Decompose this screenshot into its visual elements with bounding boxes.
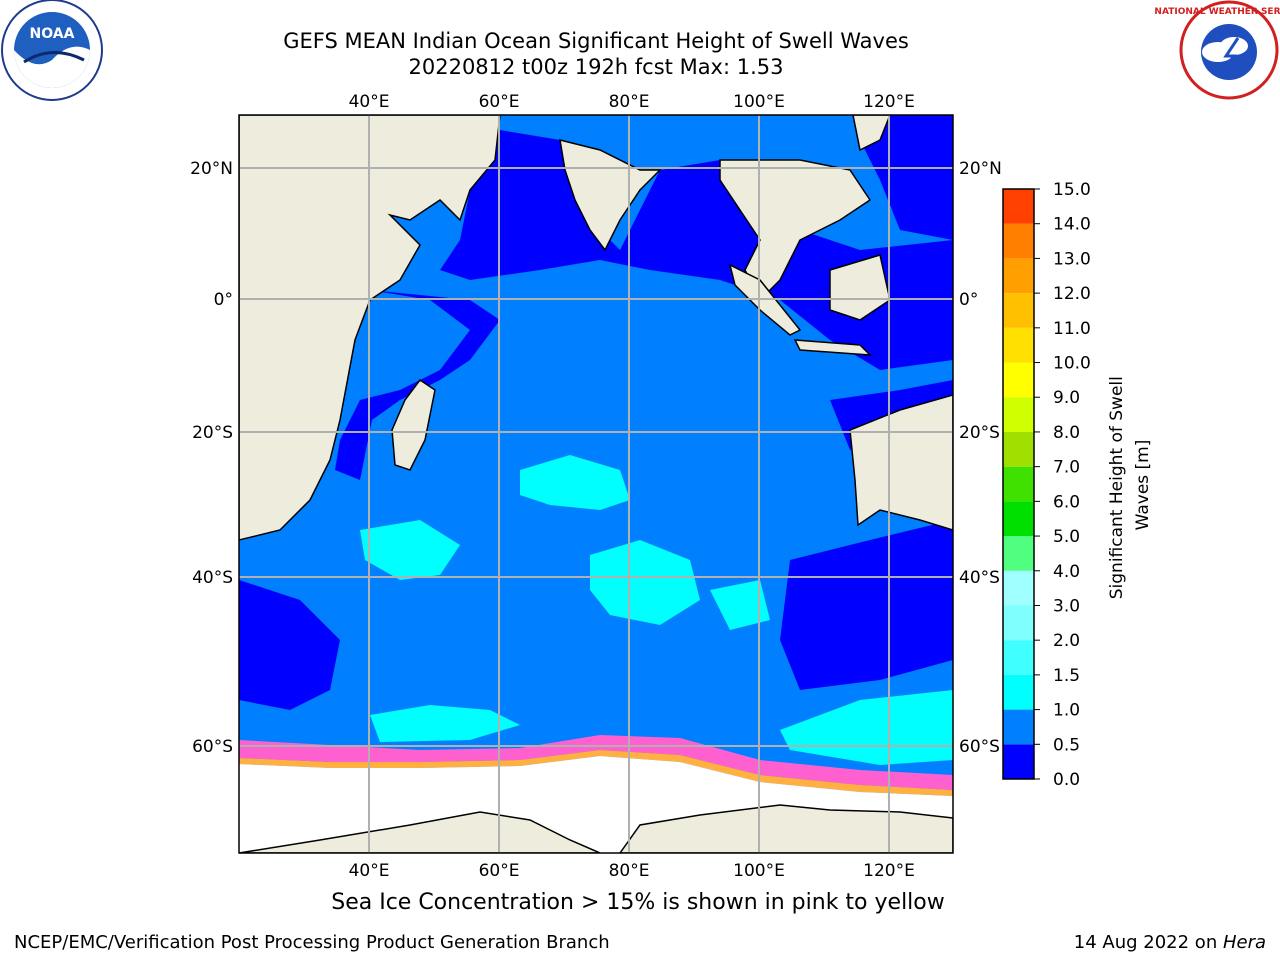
colorbar-segment <box>1003 466 1034 502</box>
lon-label: 60°E <box>479 92 520 112</box>
footer-host: Hera <box>1222 932 1266 953</box>
nws-logo-text: NATIONAL WEATHER SERVICE <box>1154 7 1280 17</box>
lat-label: 40°S <box>192 568 233 588</box>
lon-label: 100°E <box>733 92 785 112</box>
noaa-logo: NOAA <box>1 0 103 101</box>
sea-ice-caption: Sea Ice Concentration > 15% is shown in … <box>331 890 945 915</box>
lat-label: 0° <box>959 290 978 310</box>
lat-label: 20°S <box>192 423 233 443</box>
noaa-logo-text: NOAA <box>30 26 75 42</box>
colorbar-tick-label: 3.0 <box>1053 596 1080 616</box>
lat-label: 40°S <box>959 568 1000 588</box>
colorbar-segment <box>1003 570 1034 606</box>
map-frame <box>238 114 954 854</box>
footer-org: NCEP/EMC/Verification Post Processing Pr… <box>14 932 610 953</box>
lon-label: 80°E <box>609 92 650 112</box>
colorbar-tick-label: 1.0 <box>1053 701 1080 721</box>
colorbar-segment <box>1003 536 1034 571</box>
colorbar-tick-label: 2.0 <box>1053 631 1080 651</box>
lon-label: 40°E <box>349 861 390 881</box>
lat-labels-right: 20°N 0° 20°S 40°S 60°S <box>959 159 1002 757</box>
footer-date-text: 14 Aug 2022 on <box>1073 932 1223 953</box>
colorbar-segment <box>1003 744 1034 779</box>
colorbar-tick-label: 12.0 <box>1053 284 1091 304</box>
lon-label: 120°E <box>863 861 915 881</box>
colorbar-segment <box>1003 327 1034 363</box>
graticule <box>239 115 953 853</box>
colorbar-tick-label: 13.0 <box>1053 249 1091 269</box>
sea-ice-edge <box>239 735 953 796</box>
colorbar-segment <box>1003 709 1034 745</box>
lat-label: 60°S <box>192 737 233 757</box>
footer-date: 14 Aug 2022 on Hera <box>1074 932 1266 953</box>
nws-logo: NATIONAL WEATHER SERVICE <box>1154 0 1280 100</box>
lon-label: 40°E <box>349 92 390 112</box>
colorbar-segment <box>1003 223 1034 259</box>
colorbar-segment <box>1003 431 1034 467</box>
lat-label: 20°N <box>190 159 233 179</box>
lon-label: 120°E <box>863 92 915 112</box>
colorbar-tick-label: 10.0 <box>1053 354 1091 374</box>
map-title-line1: GEFS MEAN Indian Ocean Significant Heigh… <box>283 29 909 53</box>
lon-label: 60°E <box>479 861 520 881</box>
lat-label: 60°S <box>959 737 1000 757</box>
colorbar-tick-label: 0.0 <box>1053 770 1080 790</box>
colorbar-tick-label: 0.5 <box>1053 735 1080 755</box>
colorbar-segment <box>1003 362 1034 398</box>
colorbar-ticks: 0.0 0.5 1.0 1.5 2.0 3.0 4.0 5.0 6.0 7.0 8.0 9.0 10.0… <box>1034 180 1091 790</box>
lat-label: 0° <box>214 290 233 310</box>
colorbar-label: Significant Height of Swell Waves [m] <box>1107 371 1153 600</box>
map-title-line2: 20220812 t00z 192h fcst Max: 1.53 <box>408 55 784 79</box>
colorbar-tick-label: 5.0 <box>1053 527 1080 547</box>
lat-label: 20°S <box>959 423 1000 443</box>
colorbar-segment <box>1003 640 1034 675</box>
colorbar-segment <box>1003 397 1034 432</box>
lat-labels-left: 20°N 0° 20°S 40°S 60°S <box>190 159 233 757</box>
colorbar-tick-label: 7.0 <box>1053 458 1080 478</box>
colorbar-tick-label: 1.5 <box>1053 666 1080 686</box>
colorbar-segment <box>1003 258 1034 294</box>
map-body <box>239 115 953 853</box>
colorbar-tick-label: 11.0 <box>1053 319 1091 339</box>
lon-label: 80°E <box>609 861 650 881</box>
colorbar-tick-label: 9.0 <box>1053 388 1080 408</box>
colorbar-tick-label: 4.0 <box>1053 562 1080 582</box>
colorbar-segment <box>1003 501 1034 537</box>
colorbar-tick-label: 8.0 <box>1053 423 1080 443</box>
colorbar-frame <box>1002 188 1035 780</box>
lon-labels-bottom: 40°E 60°E 80°E 100°E 120°E <box>349 861 915 881</box>
colorbar-tick-label: 6.0 <box>1053 492 1080 512</box>
colorbar-segment <box>1003 293 1034 328</box>
colorbar-tick-label: 15.0 <box>1053 180 1091 200</box>
colorbar-tick-label: 14.0 <box>1053 215 1091 235</box>
colorbar-segment <box>1003 189 1034 224</box>
lon-labels-top: 40°E 60°E 80°E 100°E 120°E <box>349 92 915 112</box>
colorbar <box>1002 188 1035 780</box>
lon-label: 100°E <box>733 861 785 881</box>
colorbar-segment <box>1003 674 1034 710</box>
lat-label: 20°N <box>959 159 1002 179</box>
colorbar-segment <box>1003 605 1034 641</box>
